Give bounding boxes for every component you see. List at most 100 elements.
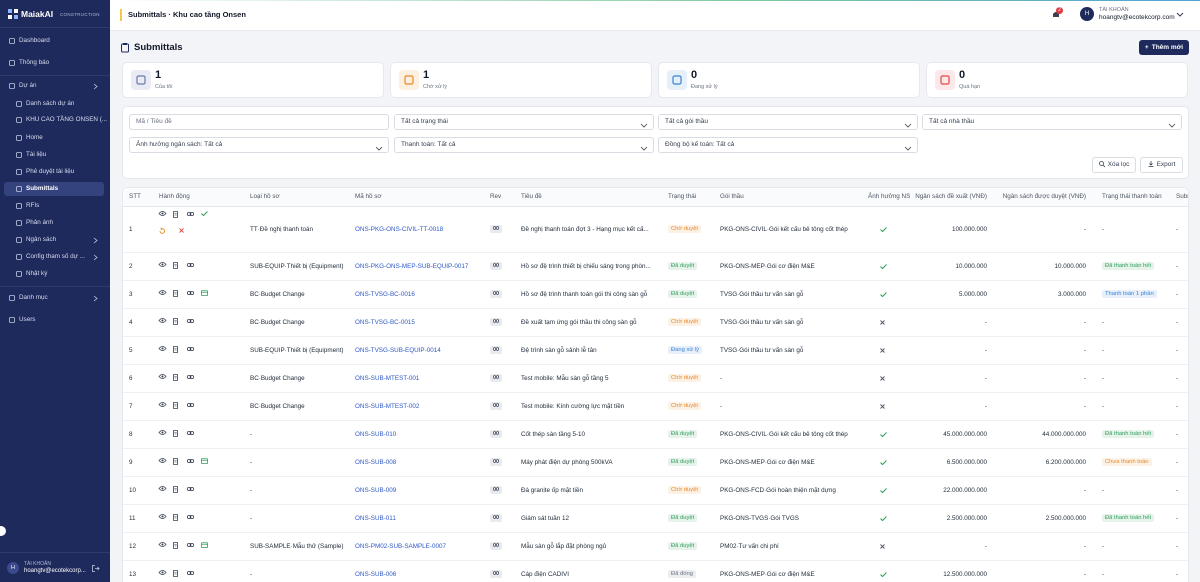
action-link[interactable] [187,486,194,493]
menu-item[interactable]: Danh sách dự án [26,100,75,107]
action-doc[interactable] [173,290,178,299]
row-code[interactable]: ONS-SUB-006 [355,571,397,578]
menu-item[interactable]: Submittals [26,185,59,192]
action-doc[interactable] [173,542,178,551]
row-code[interactable]: ONS-SUB-009 [355,487,397,494]
filter-select[interactable]: Ảnh hưởng ngân sách: Tất cả [129,137,389,153]
action-eye[interactable] [158,514,167,521]
floating-widget[interactable] [0,524,8,538]
export-button[interactable]: Export [1140,157,1183,173]
action-check[interactable] [201,211,208,218]
menu-item[interactable]: Nhật ký [26,270,48,277]
row-code[interactable]: ONS-PM02-SUB-SAMPLE-0007 [355,543,446,550]
action-eye[interactable] [158,211,167,218]
action-link[interactable] [187,290,194,297]
filter-select[interactable]: Tất cả trạng thái [394,114,654,130]
action-link[interactable] [187,211,194,218]
menu-item[interactable]: RFIs [26,202,40,209]
logout-icon[interactable] [92,565,100,574]
action-undo[interactable] [159,227,166,236]
row-code[interactable]: ONS-PKG-ONS-MEP-SUB-EQUIP-0017 [355,263,469,270]
action-eye[interactable] [158,486,167,493]
action-eye[interactable] [158,542,167,549]
action-doc[interactable] [173,570,178,579]
action-eye[interactable] [158,458,167,465]
row-approved: - [1083,375,1086,382]
row-code[interactable]: ONS-TVSG-SUB-EQUIP-0014 [355,347,441,354]
row-code[interactable]: ONS-PKG-ONS-CIVIL-TT-0018 [355,226,444,233]
row-code[interactable]: ONS-SUB-008 [355,459,397,466]
row-code[interactable]: ONS-TVSG-BC-0015 [355,319,415,326]
impact-yes-glyph [880,572,887,578]
action-link[interactable] [187,430,194,437]
action-link[interactable] [187,542,194,549]
row-code[interactable]: ONS-SUB-010 [355,431,397,438]
menu-item[interactable]: Config tham số dự ... [26,253,85,260]
action-eye-glyph [158,458,167,463]
row-code[interactable]: ONS-SUB-011 [355,515,396,522]
action-eye[interactable] [158,430,167,437]
filter-select[interactable]: Thanh toán: Tất cả [394,137,654,153]
action-eye[interactable] [158,262,167,269]
row-stt: 13 [129,571,137,578]
impact-yes-glyph [880,488,887,494]
action-cal[interactable] [201,542,208,550]
menu-item[interactable]: KHU CAO TẦNG ONSEN (... [26,116,108,123]
action-doc[interactable] [173,486,178,495]
action-eye[interactable] [158,374,167,381]
menu-item[interactable]: Dashboard [19,37,50,44]
action-link[interactable] [187,262,194,269]
menu-item[interactable]: Danh mục [19,294,48,301]
account-chevron[interactable] [1176,12,1184,17]
add-button[interactable]: + Thêm mới [1139,40,1189,55]
action-eye[interactable] [158,290,167,297]
action-link[interactable] [187,346,194,353]
menu-icon [16,186,22,194]
action-link[interactable] [187,402,194,409]
action-eye[interactable] [158,570,167,577]
filter-select[interactable]: Tất cả gói thầu [658,114,918,130]
menu-item[interactable]: Dự án [19,82,37,89]
filter-select[interactable]: Đồng bộ kế toán: Tất cả [658,137,918,153]
action-link[interactable] [187,318,194,325]
action-link[interactable] [187,514,194,521]
action-eye[interactable] [158,346,167,353]
menu-item[interactable]: Thông báo [19,59,50,66]
menu-item[interactable]: Phản ánh [26,219,53,226]
action-reject[interactable] [179,228,184,235]
action-doc[interactable] [173,262,178,271]
action-eye[interactable] [158,402,167,409]
action-cal-glyph [201,542,208,549]
menu-item[interactable]: Ngân sách [26,236,57,243]
menu-item[interactable]: Phê duyệt tài liệu [26,168,75,175]
action-eye[interactable] [158,318,167,325]
menu-chevron-glyph [93,237,98,244]
filter-select[interactable]: Tất cả nhà thầu [922,114,1182,130]
action-doc[interactable] [173,211,178,220]
menu-item[interactable]: Users [19,316,36,323]
action-doc[interactable] [173,318,178,327]
action-doc[interactable] [173,430,178,439]
search-input[interactable]: Mã / Tiêu đề [129,114,389,130]
row-code[interactable]: ONS-TVSG-BC-0016 [355,291,415,298]
action-doc[interactable] [173,458,178,467]
menu-item[interactable]: Home [26,134,43,141]
menu-item[interactable]: Tài liệu [26,151,47,158]
impact-yes [880,488,887,495]
column-header: Gói thầu [720,193,744,200]
action-doc[interactable] [173,402,178,411]
action-doc[interactable] [173,514,178,523]
action-link[interactable] [187,458,194,465]
action-cal[interactable] [201,290,208,298]
action-doc[interactable] [173,346,178,355]
row-code[interactable]: ONS-SUB-MTEST-002 [355,403,420,410]
avatar[interactable]: H [1080,7,1094,21]
row-code[interactable]: ONS-SUB-MTEST-001 [355,375,420,382]
action-cal[interactable] [201,458,208,466]
clear-button[interactable]: Xóa lọc [1092,157,1136,173]
action-eye-glyph [158,514,167,519]
menu-chevron-glyph [93,295,98,302]
action-doc[interactable] [173,374,178,383]
action-link[interactable] [187,374,194,381]
action-link[interactable] [187,570,194,577]
